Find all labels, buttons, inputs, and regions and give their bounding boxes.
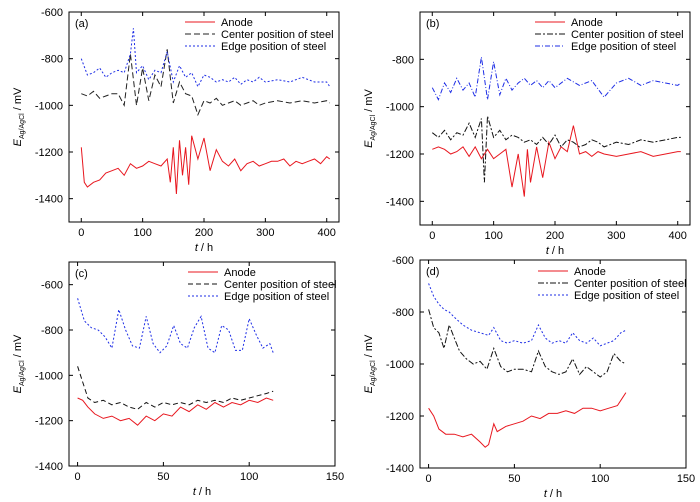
y-axis-label: EAg/AgCl / mV xyxy=(363,334,377,393)
x-axis-label: t / h xyxy=(195,242,213,254)
series-line-center-position-of-steel xyxy=(428,309,627,378)
y-tick-label: -1000 xyxy=(386,102,414,114)
x-tick-label: 0 xyxy=(75,471,81,483)
x-tick-label: 100 xyxy=(484,230,502,242)
y-axis-label: EAg/AgCl / mV xyxy=(12,87,26,146)
legend-label: Center position of steel xyxy=(224,279,337,291)
series-line-center-position-of-steel xyxy=(81,49,331,117)
legend-label: Edge position of steel xyxy=(221,41,326,53)
legend-label: Center position of steel xyxy=(574,278,687,290)
x-axis-label: t / h xyxy=(544,488,562,500)
panel-label: (c) xyxy=(75,268,88,280)
x-tick-label: 0 xyxy=(429,230,435,242)
y-tick-label: -600 xyxy=(392,255,414,267)
legend-label: Center position of steel xyxy=(221,29,334,41)
series-line-anode xyxy=(77,397,274,426)
x-axis-label: t / h xyxy=(193,486,211,498)
legend-label: Edge position of steel xyxy=(571,41,676,53)
x-tick-label: 100 xyxy=(240,471,258,483)
x-tick-label: 0 xyxy=(426,473,432,485)
legend-label: Anode xyxy=(221,17,253,29)
series-line-center-position-of-steel xyxy=(431,115,681,183)
y-tick-label: -600 xyxy=(41,280,63,292)
legend-label: Edge position of steel xyxy=(574,290,679,302)
y-tick-label: -1400 xyxy=(35,194,63,206)
plot-frame xyxy=(68,261,336,467)
series-line-center-position-of-steel xyxy=(77,366,274,410)
y-tick-label: -1400 xyxy=(35,461,63,473)
y-tick-label: -1400 xyxy=(386,196,414,208)
y-tick-label: -800 xyxy=(41,325,63,337)
series-line-edge-position-of-steel xyxy=(80,28,331,88)
x-tick-label: 400 xyxy=(669,230,687,242)
panel-label: (b) xyxy=(426,18,439,30)
y-tick-label: -800 xyxy=(41,54,63,66)
y-tick-label: -1200 xyxy=(386,411,414,423)
x-tick-label: 0 xyxy=(78,227,84,239)
legend-label: Anode xyxy=(574,266,606,278)
legend-label: Edge position of steel xyxy=(224,291,329,303)
x-tick-label: 300 xyxy=(607,230,625,242)
panel-d: 0 50 100 150 -1400 -1200 -1000 -800 -600 (d) t / h… xyxy=(363,255,695,500)
x-axis-label: t / h xyxy=(546,245,564,257)
series-line-anode xyxy=(432,125,681,197)
x-tick-label: 150 xyxy=(326,471,344,483)
legend-label: Center position of steel xyxy=(571,29,684,41)
x-tick-label: 100 xyxy=(133,227,151,239)
y-tick-label: -800 xyxy=(392,307,414,319)
series-line-anode xyxy=(80,135,331,195)
panel-c: 0 50 100 150 -1400 -1200 -1000 -800 -600 (c) t / h… xyxy=(12,261,344,498)
y-tick-label: -1000 xyxy=(386,359,414,371)
y-axis-label: EAg/AgCl / mV xyxy=(363,88,377,147)
legend-label: Anode xyxy=(224,267,256,279)
y-tick-label: -1000 xyxy=(35,370,63,382)
y-tick-label: -600 xyxy=(41,7,63,19)
y-tick-label: -1000 xyxy=(35,100,63,112)
y-axis-label: EAg/AgCl / mV xyxy=(12,334,26,393)
panel-b: 0 100 200 300 400 -1400 -1200 -1000 -800 (b) t / h… xyxy=(363,11,691,257)
x-tick-label: 300 xyxy=(256,227,274,239)
y-tick-label: -1200 xyxy=(35,147,63,159)
series-line-edge-position-of-steel xyxy=(77,298,274,354)
y-tick-label: -1400 xyxy=(386,463,414,475)
x-tick-label: 400 xyxy=(318,227,336,239)
panel-label: (d) xyxy=(426,266,439,278)
series-line-edge-position-of-steel xyxy=(431,56,682,101)
x-tick-label: 200 xyxy=(195,227,213,239)
series-line-anode xyxy=(428,392,627,448)
panel-a: 0 100 200 300 400 -1400 -1200 -1000 -800 -600 (a) t… xyxy=(12,7,340,254)
x-tick-label: 50 xyxy=(508,473,520,485)
y-tick-label: -800 xyxy=(392,54,414,66)
x-tick-label: 150 xyxy=(677,473,695,485)
y-tick-label: -1200 xyxy=(386,149,414,161)
panel-label: (a) xyxy=(75,18,88,30)
legend-label: Anode xyxy=(571,17,603,29)
y-tick-label: -1200 xyxy=(35,416,63,428)
x-tick-label: 200 xyxy=(546,230,564,242)
x-tick-label: 50 xyxy=(157,471,169,483)
x-tick-label: 100 xyxy=(591,473,609,485)
